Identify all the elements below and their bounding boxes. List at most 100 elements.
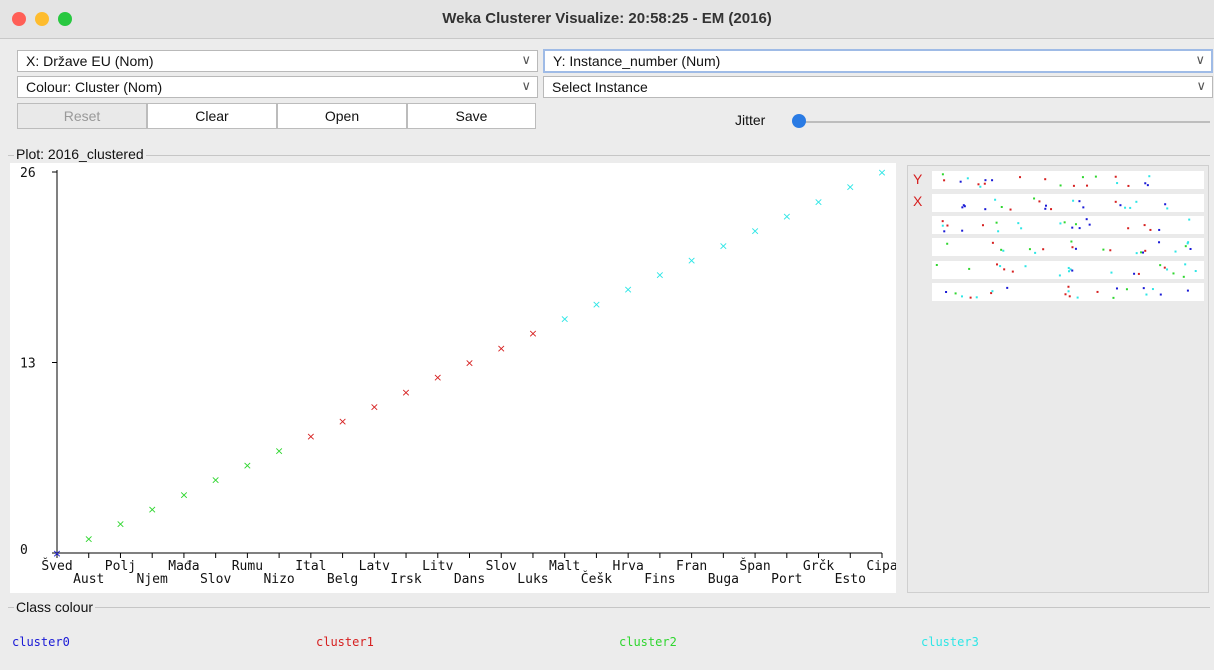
chevron-down-icon: ∨ bbox=[521, 78, 531, 93]
matrix-point bbox=[1000, 206, 1003, 209]
matrix-point bbox=[1129, 206, 1132, 209]
colour-select[interactable]: Colour: Cluster (Nom) ∨ bbox=[17, 76, 538, 98]
matrix-point bbox=[1112, 296, 1115, 299]
scatter-plot[interactable]: 0 13 26 Šved Aust Polj Njem Mađa Slov Rumu Nizo Ita… bbox=[10, 163, 898, 593]
plot-points: × × × × × × × × × × × × × × × × × × × × × × × × × × × bbox=[52, 166, 886, 560]
legend-item-cluster1[interactable]: cluster1 bbox=[316, 635, 374, 649]
matrix-cell[interactable] bbox=[932, 238, 1204, 256]
data-point: × bbox=[687, 254, 696, 267]
x-tick-label: Nizo bbox=[263, 572, 294, 587]
matrix-point bbox=[1045, 204, 1048, 207]
chevron-down-icon: ∨ bbox=[1196, 78, 1206, 93]
data-point: × bbox=[52, 547, 61, 560]
data-point: × bbox=[275, 444, 284, 457]
matrix-point bbox=[1096, 290, 1099, 293]
open-button[interactable]: Open bbox=[277, 103, 407, 129]
matrix-cell[interactable] bbox=[932, 216, 1204, 234]
scatter-plot-svg: 01326ŠvedAustPoljNjemMađaSlovRumuNizoIta… bbox=[20, 166, 898, 587]
jitter-slider-handle[interactable] bbox=[792, 114, 806, 128]
y-axis-select[interactable]: Y: Instance_number (Num) ∨ bbox=[543, 49, 1213, 73]
matrix-point bbox=[941, 220, 944, 223]
matrix-cell[interactable] bbox=[932, 194, 1204, 212]
matrix-point bbox=[943, 179, 946, 182]
x-tick-label: Rumu bbox=[232, 559, 263, 574]
matrix-point bbox=[1072, 184, 1075, 187]
matrix-point bbox=[1078, 200, 1081, 203]
matrix-point bbox=[1115, 287, 1118, 290]
x-tick-label: Ital bbox=[295, 559, 326, 574]
matrix-point bbox=[1059, 184, 1062, 187]
matrix-point bbox=[1119, 204, 1122, 207]
legend-item-cluster3[interactable]: cluster3 bbox=[921, 635, 979, 649]
matrix-point bbox=[954, 292, 957, 295]
matrix-point bbox=[1127, 227, 1130, 230]
x-tick-label: Grčk bbox=[803, 559, 834, 574]
matrix-point bbox=[1133, 272, 1136, 275]
x-tick-label: Fran bbox=[676, 559, 707, 574]
matrix-point bbox=[1151, 288, 1154, 291]
x-tick-label: Cipa bbox=[866, 559, 896, 574]
select-instance-select[interactable]: Select Instance ∨ bbox=[543, 76, 1213, 98]
select-instance-value: Select Instance bbox=[552, 79, 648, 95]
matrix-point bbox=[1081, 176, 1084, 179]
matrix-point bbox=[1059, 222, 1062, 225]
data-point: × bbox=[528, 327, 537, 340]
chevron-down-icon: ∨ bbox=[1195, 52, 1205, 67]
matrix-point bbox=[1070, 240, 1073, 243]
x-tick-label: Špan bbox=[739, 558, 770, 574]
matrix-point bbox=[1127, 184, 1130, 187]
matrix-label: Y bbox=[913, 171, 923, 187]
matrix-point bbox=[983, 182, 986, 185]
matrix-point bbox=[1166, 207, 1169, 210]
data-point: × bbox=[877, 166, 886, 179]
matrix-point bbox=[1071, 269, 1074, 272]
matrix-point bbox=[1002, 249, 1005, 252]
matrix-point bbox=[1109, 249, 1112, 252]
matrix-point bbox=[991, 241, 994, 244]
data-point: × bbox=[338, 415, 347, 428]
matrix-point bbox=[1143, 224, 1146, 227]
legend-item-cluster0[interactable]: cluster0 bbox=[12, 635, 70, 649]
matrix-point bbox=[999, 265, 1002, 268]
matrix-point bbox=[1114, 175, 1117, 178]
matrix-point bbox=[946, 224, 949, 227]
attribute-matrix-svg: YX bbox=[913, 171, 1204, 301]
matrix-point bbox=[1000, 248, 1003, 251]
legend-item-cluster2[interactable]: cluster2 bbox=[619, 635, 677, 649]
data-point: × bbox=[750, 225, 759, 238]
matrix-point bbox=[966, 177, 969, 180]
x-tick-label: Hrva bbox=[612, 559, 643, 574]
save-button[interactable]: Save bbox=[407, 103, 536, 129]
clear-button[interactable]: Clear bbox=[147, 103, 277, 129]
matrix-point bbox=[1017, 222, 1020, 225]
matrix-point bbox=[1071, 246, 1074, 249]
matrix-cell[interactable] bbox=[932, 261, 1204, 279]
matrix-cell[interactable] bbox=[932, 171, 1204, 189]
minimize-window-button[interactable] bbox=[35, 12, 49, 26]
data-point: × bbox=[814, 195, 823, 208]
legend-title: Class colour bbox=[14, 599, 96, 615]
matrix-point bbox=[1145, 293, 1148, 296]
close-window-button[interactable] bbox=[12, 12, 26, 26]
y-tick-label: 13 bbox=[20, 357, 36, 372]
x-tick-label: Aust bbox=[73, 572, 104, 587]
jitter-slider-track[interactable] bbox=[800, 121, 1210, 123]
matrix-point bbox=[1174, 250, 1177, 253]
matrix-point bbox=[1085, 218, 1088, 221]
y-axis-select-value: Y: Instance_number (Num) bbox=[553, 53, 721, 69]
matrix-point bbox=[1125, 288, 1128, 291]
maximize-window-button[interactable] bbox=[58, 12, 72, 26]
data-point: × bbox=[148, 503, 157, 516]
x-tick-label: Slov bbox=[486, 559, 517, 574]
reset-button[interactable]: Reset bbox=[17, 103, 147, 129]
matrix-label: X bbox=[913, 193, 923, 209]
data-point: × bbox=[84, 532, 93, 545]
x-axis-select[interactable]: X: Države EU (Nom) ∨ bbox=[17, 50, 538, 72]
matrix-point bbox=[1024, 265, 1027, 268]
matrix-point bbox=[1187, 241, 1190, 244]
matrix-point bbox=[1135, 200, 1138, 203]
plot-title: Plot: 2016_clustered bbox=[14, 146, 146, 162]
x-tick-label: Luks bbox=[517, 572, 548, 587]
x-tick-label: Šved bbox=[41, 558, 72, 574]
